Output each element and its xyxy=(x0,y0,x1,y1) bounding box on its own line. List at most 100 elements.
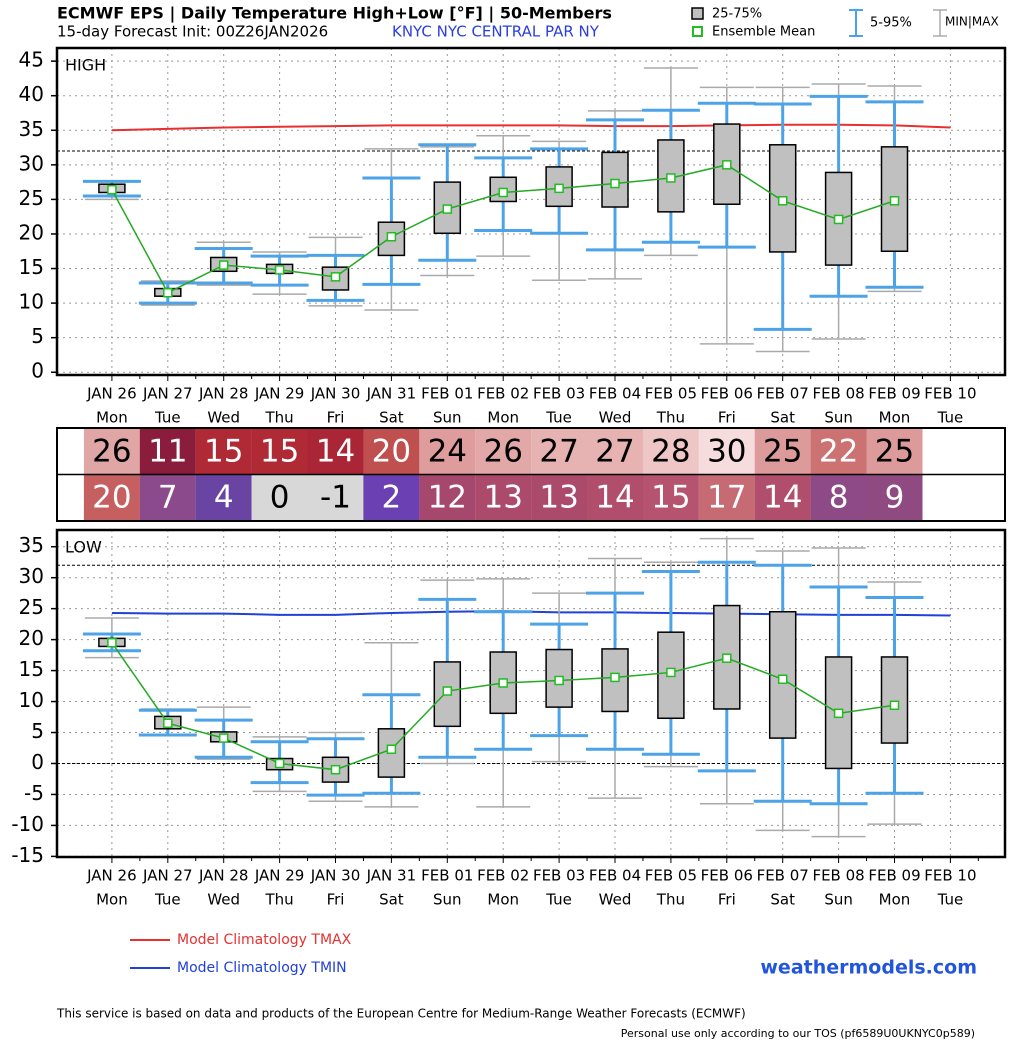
y-tick-label: 0 xyxy=(31,359,44,383)
mean-marker xyxy=(554,675,564,686)
y-tick-label: 45 xyxy=(19,48,44,72)
legend-box: 25-75% xyxy=(712,7,762,22)
y-tick-label: 25 xyxy=(19,186,44,210)
climatology-line xyxy=(111,123,951,132)
x-tick-label: FEB 01 xyxy=(421,385,473,403)
table-cell xyxy=(363,429,420,474)
mean-marker xyxy=(386,231,397,242)
x-weekday-label: Sat xyxy=(379,409,404,427)
table-cell xyxy=(83,475,140,520)
x-weekday-label: Tue xyxy=(154,409,181,427)
mean-marker xyxy=(330,272,341,282)
x-tick-label: JAN 29 xyxy=(254,385,305,403)
plot-frame xyxy=(55,528,1007,859)
x-weekday-label: Mon xyxy=(879,891,911,909)
x-tick-label: JAN 29 xyxy=(254,867,305,885)
x-tick-label: FEB 03 xyxy=(533,867,585,885)
x-tick-label: FEB 09 xyxy=(868,385,920,403)
legend-box-icon xyxy=(691,7,704,20)
table-value: 25 xyxy=(875,434,914,470)
table-value: 11 xyxy=(148,434,187,470)
table-value: 13 xyxy=(539,480,578,516)
x-weekday-label: Tue xyxy=(545,891,572,909)
table-cell xyxy=(475,429,532,474)
table-value: 24 xyxy=(428,434,467,470)
table-cell xyxy=(698,429,755,474)
x-tick-label: JAN 27 xyxy=(142,867,193,885)
mean-marker xyxy=(777,196,788,206)
table-cell xyxy=(866,429,923,474)
x-tick-label: FEB 02 xyxy=(477,385,529,403)
table-value: 2 xyxy=(382,480,402,516)
table-cell xyxy=(195,429,252,474)
x-weekday-label: Wed xyxy=(207,891,240,909)
table-value: 27 xyxy=(539,434,578,470)
y-tick-label: 20 xyxy=(19,220,44,244)
x-weekday-label: Wed xyxy=(599,891,632,909)
table-cell xyxy=(642,429,699,474)
table-value: 9 xyxy=(885,480,905,516)
x-tick-label: JAN 26 xyxy=(86,867,137,885)
x-tick-label: FEB 03 xyxy=(533,385,585,403)
y-tick-label: 20 xyxy=(19,626,44,650)
legend-mean-icon xyxy=(692,26,703,37)
mean-marker xyxy=(218,733,229,743)
mean-marker xyxy=(386,744,397,754)
table-value: 26 xyxy=(92,434,131,470)
mean-marker xyxy=(666,173,676,183)
x-weekday-label: Tue xyxy=(937,409,964,427)
mean-marker xyxy=(833,214,844,225)
table-cell xyxy=(419,429,476,474)
x-weekday-label: Sat xyxy=(770,409,795,427)
table-cell xyxy=(531,429,588,474)
table-value: 15 xyxy=(204,434,243,470)
mean-marker xyxy=(107,637,117,648)
y-tick-label: 5 xyxy=(31,719,44,743)
mean-marker xyxy=(442,686,453,696)
table-cell xyxy=(587,429,643,474)
mean-marker xyxy=(218,260,229,270)
mean-marker xyxy=(163,718,173,728)
legend-whisker-icon xyxy=(849,9,863,37)
table-value: 8 xyxy=(829,480,849,516)
x-tick-label: FEB 10 xyxy=(924,385,976,403)
x-tick-label: FEB 05 xyxy=(645,867,697,885)
panel-label: HIGH xyxy=(65,56,106,75)
x-tick-label: JAN 31 xyxy=(366,867,417,885)
mean-marker xyxy=(274,265,285,275)
table-cell xyxy=(251,429,308,474)
iqr-box xyxy=(713,123,741,205)
iqr-box xyxy=(768,144,797,253)
table-cell xyxy=(642,475,699,520)
mean-marker xyxy=(274,758,285,769)
x-weekday-label: Sun xyxy=(433,409,462,427)
table-cell xyxy=(251,475,308,520)
legend-mean: Ensemble Mean xyxy=(712,25,815,40)
title: ECMWF EPS | Daily Temperature High+Low [… xyxy=(57,4,612,24)
table-value: 20 xyxy=(92,480,131,516)
x-weekday-label: Thu xyxy=(656,409,685,427)
x-weekday-label: Mon xyxy=(96,891,128,909)
table-value: 27 xyxy=(595,434,634,470)
x-weekday-label: Tue xyxy=(154,891,181,909)
table-value: 26 xyxy=(483,434,522,470)
mean-marker xyxy=(610,178,620,189)
x-tick-label: FEB 09 xyxy=(868,867,920,885)
mean-marker xyxy=(442,204,453,214)
iqr-box xyxy=(880,656,909,744)
table-value: 22 xyxy=(819,434,858,470)
x-tick-label: FEB 05 xyxy=(645,385,697,403)
mean-marker xyxy=(498,678,508,688)
table-cell xyxy=(195,475,252,520)
x-weekday-label: Mon xyxy=(879,409,911,427)
mean-marker xyxy=(107,184,117,195)
table-cell xyxy=(810,475,867,520)
y-tick-label: 5 xyxy=(31,324,44,348)
y-tick-label: 30 xyxy=(19,151,44,175)
legend-tmax: Model Climatology TMAX xyxy=(177,932,352,948)
x-weekday-label: Sun xyxy=(824,891,853,909)
y-tick-label: 30 xyxy=(19,564,44,588)
mean-marker xyxy=(498,187,508,198)
table-cell xyxy=(307,475,364,520)
